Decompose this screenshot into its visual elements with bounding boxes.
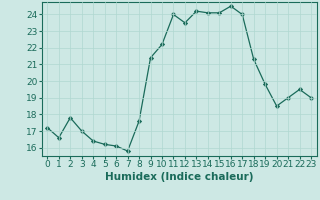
X-axis label: Humidex (Indice chaleur): Humidex (Indice chaleur) [105,172,253,182]
